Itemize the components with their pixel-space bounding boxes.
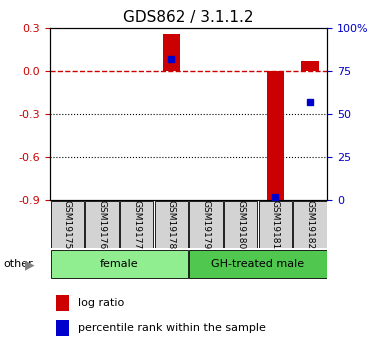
Bar [55, 295, 69, 311]
Text: GSM19179: GSM19179 [201, 200, 211, 249]
Bar [55, 320, 69, 336]
FancyBboxPatch shape [189, 200, 223, 248]
Text: ▶: ▶ [25, 258, 35, 271]
Text: percentile rank within the sample: percentile rank within the sample [78, 323, 266, 333]
Bar [301, 61, 318, 71]
Text: GSM19176: GSM19176 [97, 200, 107, 249]
FancyBboxPatch shape [85, 200, 119, 248]
FancyBboxPatch shape [259, 200, 292, 248]
Text: GSM19175: GSM19175 [63, 200, 72, 249]
FancyBboxPatch shape [120, 200, 153, 248]
Text: GH-treated male: GH-treated male [211, 259, 305, 269]
Text: GSM19181: GSM19181 [271, 200, 280, 249]
Text: GSM19177: GSM19177 [132, 200, 141, 249]
Text: GSM19182: GSM19182 [305, 200, 315, 249]
FancyBboxPatch shape [51, 200, 84, 248]
Text: GSM19180: GSM19180 [236, 200, 245, 249]
Bar [162, 34, 180, 71]
Text: other: other [4, 259, 33, 269]
Bar [266, 71, 284, 203]
Text: GSM19178: GSM19178 [167, 200, 176, 249]
Title: GDS862 / 3.1.1.2: GDS862 / 3.1.1.2 [124, 10, 254, 25]
Text: log ratio: log ratio [78, 298, 124, 308]
FancyBboxPatch shape [189, 250, 326, 278]
FancyBboxPatch shape [155, 200, 188, 248]
FancyBboxPatch shape [224, 200, 257, 248]
FancyBboxPatch shape [293, 200, 326, 248]
Text: female: female [100, 259, 139, 269]
FancyBboxPatch shape [51, 250, 188, 278]
